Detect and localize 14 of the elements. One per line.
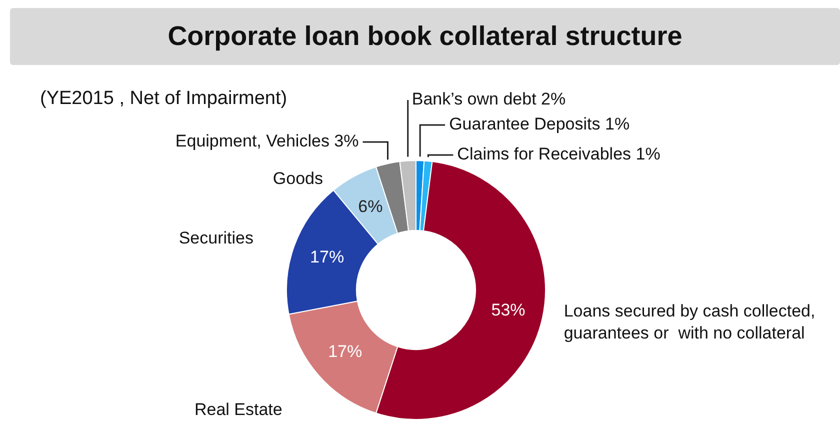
- slice-label: Goods: [272, 168, 324, 188]
- slice-label: Claims for Receivables 1%: [457, 144, 660, 164]
- slice-label: Loans secured by cash collected, guarantees or with no collateral: [564, 302, 816, 343]
- data-label: 17%: [328, 342, 362, 362]
- slice-label: Real Estate: [194, 400, 282, 419]
- chart-title: Corporate loan book collateral structure: [10, 8, 840, 65]
- data-label: 6%: [358, 196, 383, 216]
- slice-label: Securities: [178, 228, 254, 248]
- slice-label: Bank’s own debt 2%: [412, 90, 566, 109]
- chart-subtitle: (YE2015 , Net of Impairment): [40, 88, 288, 110]
- slice-label: Equipment, Vehicles 3%: [175, 132, 359, 151]
- slice-label: Guarantee Deposits 1%: [449, 114, 630, 134]
- data-label: 53%: [491, 300, 526, 320]
- data-label: 17%: [310, 248, 344, 267]
